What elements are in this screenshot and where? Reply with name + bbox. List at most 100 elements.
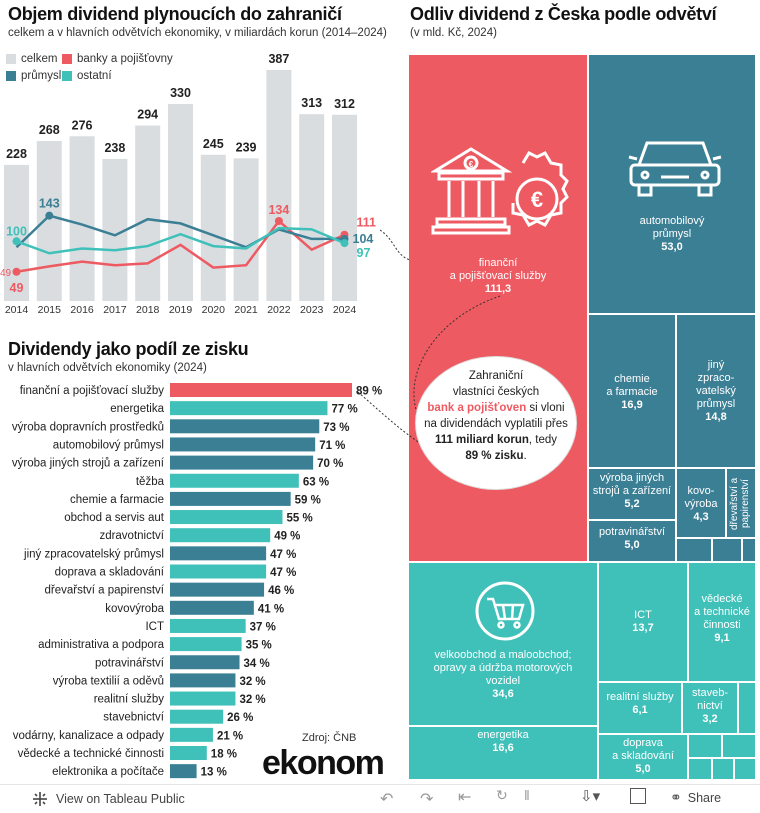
share-bar[interactable]: [170, 582, 265, 597]
share-bar[interactable]: [170, 510, 283, 525]
prumysl-2015-dot[interactable]: [45, 211, 54, 220]
total-bar-2020[interactable]: [200, 154, 226, 301]
view-on-tableau-link[interactable]: View on Tableau Public: [32, 791, 185, 807]
share-bar[interactable]: [170, 746, 207, 760]
treemap-cell-jiny[interactable]: jiný zpraco- vatelský průmysl 14,8: [676, 314, 756, 468]
ostatni-start-dot[interactable]: [12, 237, 21, 246]
share-bar[interactable]: [170, 455, 314, 470]
share-bar[interactable]: [170, 401, 328, 416]
share-bar[interactable]: [170, 764, 197, 779]
pause-icon[interactable]: ‖: [524, 787, 530, 803]
share-value-label: 73 %: [323, 422, 349, 434]
banky-start-dot[interactable]: [12, 267, 21, 276]
share-value-label: 47 %: [270, 549, 296, 561]
share-bar[interactable]: [170, 618, 246, 633]
share-category-label: vědecké a technické činnosti: [18, 748, 164, 760]
total-bar-2024[interactable]: [332, 114, 357, 301]
total-bar-2014[interactable]: [4, 164, 29, 301]
treemap-cell-auto[interactable]: automobilový průmysl 53,0: [588, 54, 756, 314]
banky-2022-label: 134: [268, 203, 289, 217]
treemap-cell-velko[interactable]: velkoobchod a maloobchod; opravy a údržb…: [408, 562, 598, 726]
tableau-footer: View on Tableau Public ↶ ↷ ⇤ ↻ ‖ ⇩▾ ⚭ Sh…: [0, 784, 760, 813]
total-bar-2023[interactable]: [299, 114, 325, 302]
total-bar-2018[interactable]: [135, 125, 161, 301]
bank-gear-icon: € €: [431, 147, 569, 235]
share-bar[interactable]: [170, 473, 299, 488]
share-category-label: kovovýroba: [105, 603, 164, 615]
treemap-cell-chemie[interactable]: chemie a farmacie 16,9: [588, 314, 676, 468]
ostatni-end-dot[interactable]: [340, 239, 349, 248]
treemap-cell-realitni[interactable]: realitní služby 6,1: [598, 682, 682, 734]
share-value-label: 63 %: [303, 476, 329, 488]
treemap-cell-kovo[interactable]: kovo- výroba 4,3: [676, 468, 726, 538]
share-value-label: 18 %: [211, 749, 237, 761]
treemap-cell-small[interactable]: [738, 682, 756, 734]
total-bar-2021[interactable]: [233, 158, 259, 301]
legend-swatch: [6, 54, 16, 64]
treemap-cell-small[interactable]: [742, 538, 756, 562]
ostatni-start-label: 100: [6, 224, 27, 238]
share-bar[interactable]: [170, 437, 316, 452]
treemap-cell-small[interactable]: [688, 734, 722, 758]
share-value-label: 34 %: [244, 658, 270, 670]
callout-bubble: Zahraniční vlastníci českých bank a poji…: [416, 357, 576, 489]
share-bar[interactable]: [170, 383, 352, 397]
revert-icon[interactable]: ⇤: [458, 789, 472, 806]
share-bar[interactable]: [170, 709, 224, 724]
treemap-cell-ict[interactable]: ICT 13,7: [598, 562, 688, 682]
share-bar[interactable]: [170, 673, 236, 688]
treemap-cell-small[interactable]: [688, 758, 712, 780]
connector-lines: [357, 229, 501, 471]
share-bar[interactable]: [170, 691, 236, 706]
total-bar-2016[interactable]: [69, 136, 95, 301]
share-bar[interactable]: [170, 637, 242, 652]
refresh-icon[interactable]: ↻: [496, 787, 508, 803]
treemap-cell-small[interactable]: [722, 734, 756, 758]
share-bar[interactable]: [170, 491, 291, 506]
chart1-subtitle: celkem a v hlavních odvětvích ekonomiky,…: [8, 27, 387, 39]
treemap-cell-potr[interactable]: potravinářství 5,0: [588, 520, 676, 562]
fin-label-1: finanční: [478, 257, 518, 269]
total-label: 245: [203, 137, 224, 151]
ekonom-logo: ekonom: [262, 744, 385, 782]
share-value-label: 41 %: [258, 603, 284, 615]
share-bar[interactable]: [170, 727, 213, 742]
treemap-cell-doprava[interactable]: doprava a skladování 5,0: [598, 734, 688, 780]
share-bar[interactable]: [170, 564, 267, 579]
treemap-cell-energetika[interactable]: energetika 16,6: [408, 726, 598, 780]
treemap-cell-drevo[interactable]: dřevařství a papirenství: [726, 468, 756, 538]
treemap-cell-stroje[interactable]: výroba jiných strojů a zařízení 5,2: [588, 468, 676, 520]
year-tick: 2021: [234, 304, 258, 316]
total-label: 228: [6, 147, 27, 161]
total-bar-2019[interactable]: [168, 104, 193, 301]
redo-icon[interactable]: ↷: [420, 791, 434, 808]
share-value-label: 70 %: [317, 458, 343, 470]
banky-2022-dot[interactable]: [274, 217, 283, 226]
treemap-cell-small[interactable]: [676, 538, 712, 562]
share-button[interactable]: ⚭ Share: [670, 789, 722, 805]
undo-icon[interactable]: ↶: [380, 791, 394, 808]
treemap-cell-vedecke[interactable]: vědecké a technické činnosti 9,1: [688, 562, 756, 682]
series-line-průmysl: [15, 214, 345, 249]
treemap-cell-small[interactable]: [734, 758, 756, 780]
chart3-title: Odliv dividend z Česka podle odvětví: [410, 4, 717, 24]
fullscreen-icon[interactable]: [630, 788, 646, 804]
treemap-cell-small[interactable]: [712, 758, 734, 780]
treemap-cell-small[interactable]: [712, 538, 742, 562]
treemap-cell-stavebnictvi[interactable]: staveb- nictví 3,2: [682, 682, 738, 734]
total-label: 239: [236, 140, 257, 154]
total-bar-2022[interactable]: [266, 70, 292, 301]
share-bar[interactable]: [170, 546, 267, 561]
year-tick: 2020: [202, 304, 226, 316]
fin-value: 111,3: [484, 283, 512, 295]
share-bar[interactable]: [170, 419, 320, 434]
share-category-label: obchod a servis aut: [64, 512, 165, 524]
treemap-cell-financni[interactable]: € € finanční a pojišťovací služby 111,3: [408, 54, 588, 562]
download-icon[interactable]: ⇩▾: [580, 788, 601, 805]
year-tick: 2019: [169, 304, 193, 316]
share-bar[interactable]: [170, 600, 254, 615]
share-bar[interactable]: [170, 528, 271, 543]
share-bar[interactable]: [170, 655, 240, 670]
prumysl-end-label: 104: [353, 232, 374, 246]
total-bar-2015[interactable]: [36, 141, 62, 301]
